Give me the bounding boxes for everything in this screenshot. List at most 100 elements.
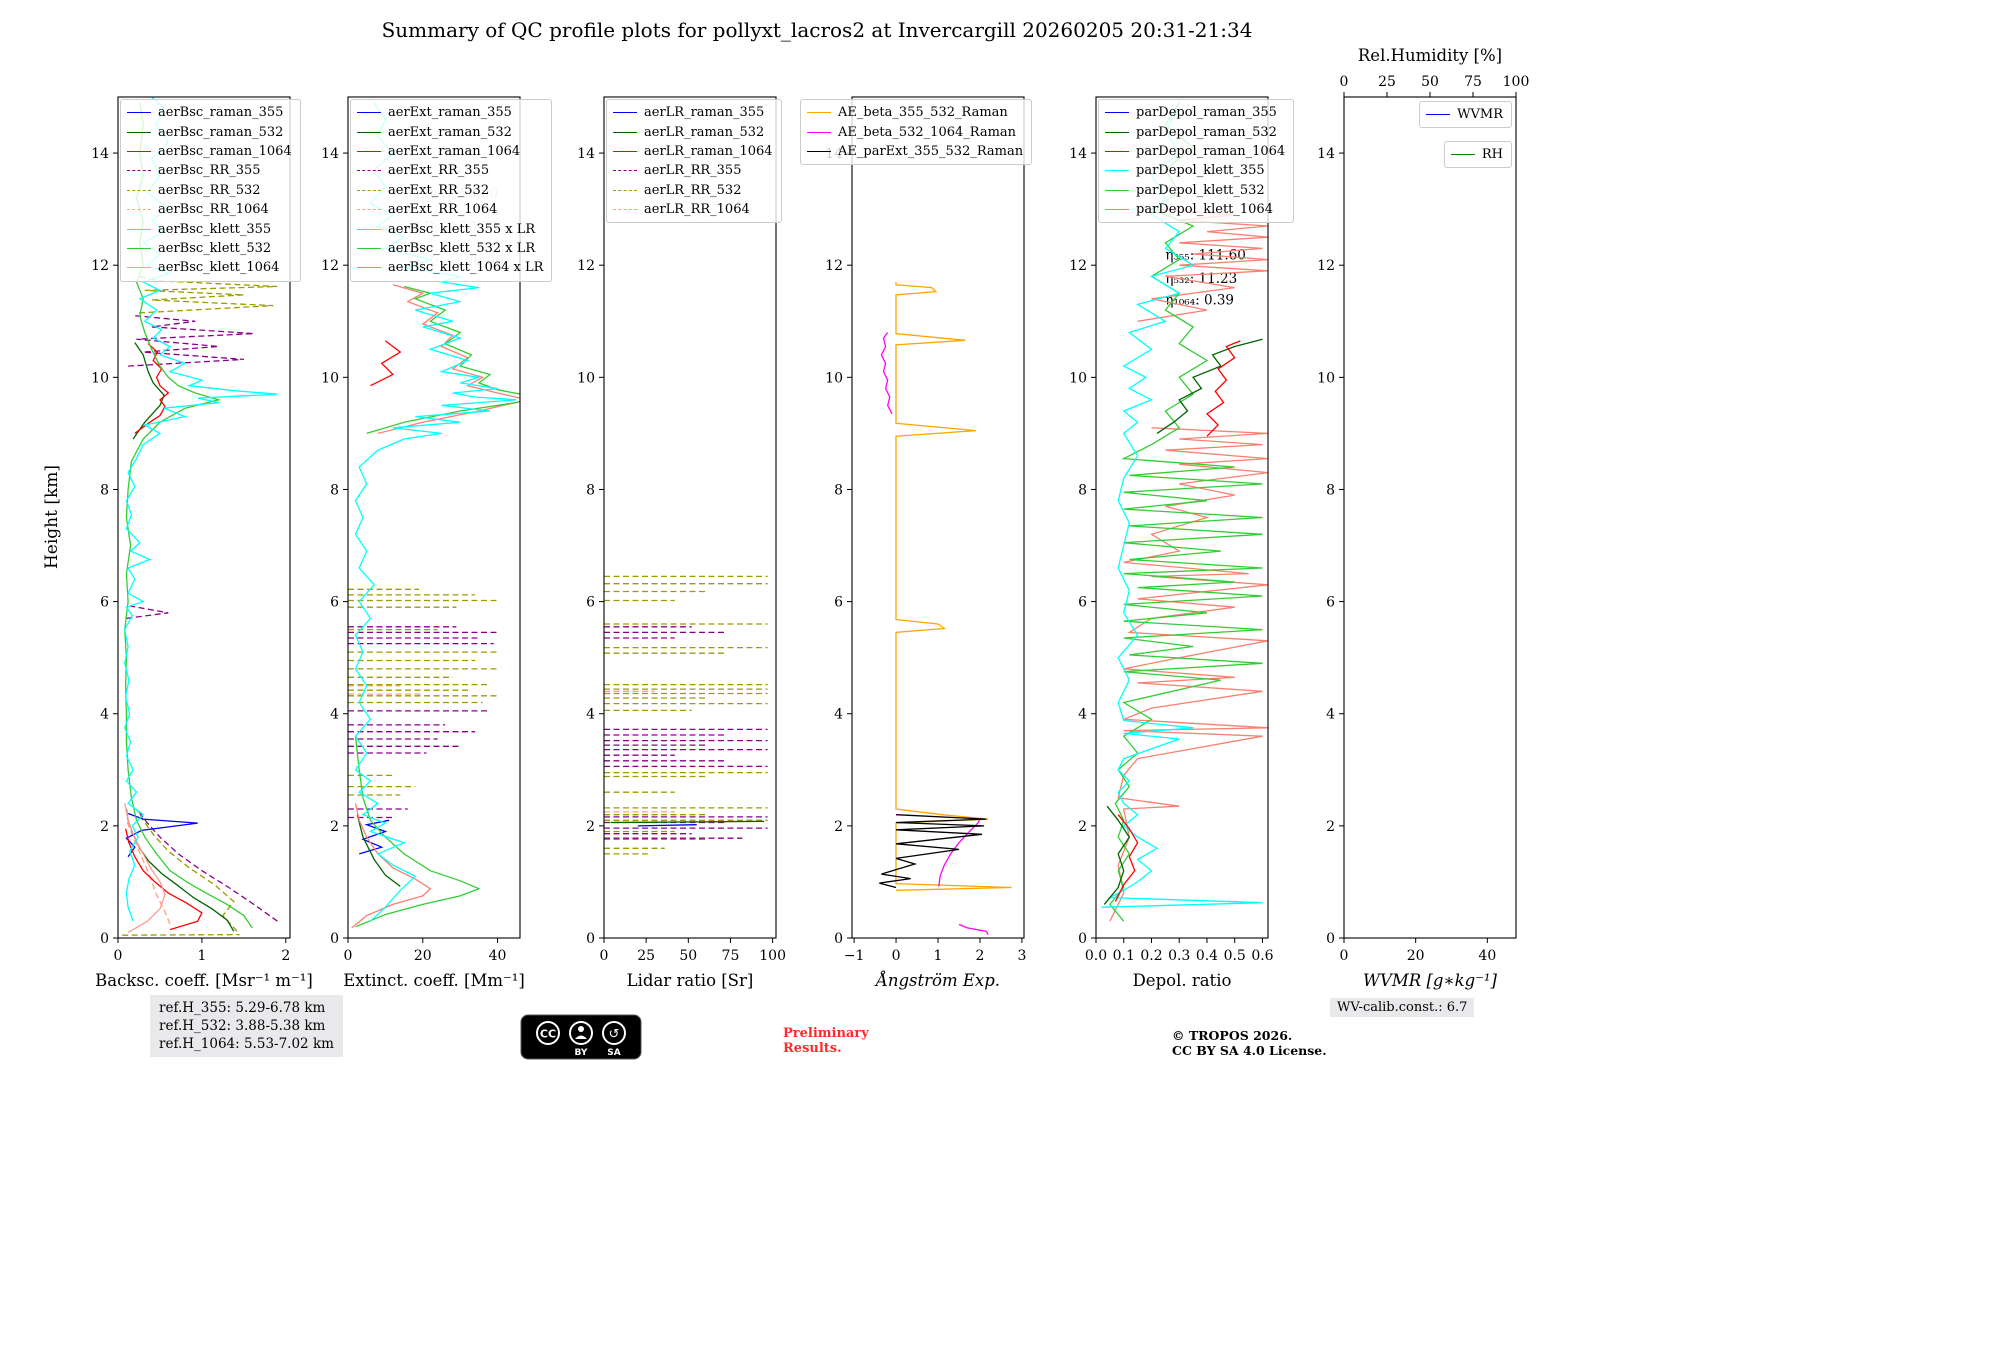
x-axis-label-lidar-ratio: Lidar ratio [Sr] [627,971,754,990]
x-tick-label: 100 [759,948,786,964]
series-aerBsc_RR_355 [126,605,169,620]
legend-item: aerLR_RR_532 [613,181,773,200]
y-tick-label: 8 [330,482,339,498]
y-tick-label: 0 [586,931,595,947]
copyright-note: © TROPOS 2026. CC BY SA 4.0 License. [1172,1028,1327,1058]
x-tick-label: 0 [114,948,123,964]
legend-label: aerBsc_raman_532 [158,124,284,140]
y-tick-label: 14 [91,146,109,162]
axes-frame-lidar-ratio [603,96,777,939]
top-tick-label: 75 [1464,74,1482,90]
preliminary-note: Preliminary Results. [783,1026,869,1056]
legend-item: aerExt_RR_532 [357,181,543,200]
x-tick-label: 1 [197,948,206,964]
legend-item: aerBsc_RR_532 [127,181,292,200]
x-axis-label-extinction: Extinct. coeff. [Mm⁻¹] [343,971,525,990]
legend-line-sample [1105,112,1129,114]
legend-label: aerExt_raman_355 [388,105,512,121]
legend-label: AE_parExt_355_532_Raman [838,143,1024,159]
legend-line-sample [613,189,637,191]
y-tick-label: 4 [330,707,339,723]
legend-item: aerExt_raman_532 [357,122,543,141]
legend-line-sample [127,247,151,249]
legend-item: aerBsc_klett_532 x LR [357,239,543,258]
legend-label: aerLR_RR_1064 [644,202,750,218]
x-tick-label: 20 [414,948,432,964]
legend-label: aerExt_RR_355 [388,163,490,179]
legend-label: aerBsc_RR_532 [158,182,261,198]
legend-line-sample [127,131,151,133]
y-tick-label: 12 [577,258,595,274]
y-tick-label: 4 [100,707,109,723]
ref-h-355: ref.H_355: 5.29-6.78 km [159,1000,326,1016]
series-aerExt_raman_1064 [370,340,402,387]
y-tick-label: 12 [321,258,339,274]
legend-label: aerLR_RR_355 [644,163,742,179]
x-tick-label: 0 [892,948,901,964]
series-AE_beta_532_1064_Raman [938,818,981,887]
copyright-line-1: © TROPOS 2026. [1172,1028,1293,1043]
legend-item: aerLR_raman_1064 [613,142,773,161]
x-tick-label: 0.4 [1196,948,1218,964]
y-tick-label: 2 [834,819,843,835]
legend-line-sample [613,112,637,114]
series-AE_beta_532_1064_Raman [880,332,893,415]
legend-item: aerLR_RR_355 [613,161,773,180]
top-tick-label: 25 [1378,74,1396,90]
x-axis-label-depol: Depol. ratio [1133,971,1232,990]
legend-item: aerExt_RR_355 [357,161,543,180]
cc-license-badge: CC ↺ BY SA [520,1014,642,1064]
legend-item: aerLR_raman_355 [613,103,773,122]
axes-frame-extinction [347,96,521,939]
axes-frame-wvmr [1343,96,1517,939]
legend-label: aerLR_raman_1064 [644,143,773,159]
preliminary-line-1: Preliminary [783,1026,869,1041]
series-aerBsc_RR_532 [135,808,238,932]
y-tick-label: 12 [825,258,843,274]
legend-line-sample [357,131,381,133]
legend-item: aerLR_raman_532 [613,122,773,141]
legend-label: parDepol_klett_1064 [1136,202,1273,218]
legend-wvmr: RH [1443,141,1512,169]
series-aerBsc_klett_532_x_LR [366,285,520,435]
legend-item: aerBsc_raman_355 [127,103,292,122]
series-AE_beta_532_1064_Raman [958,923,989,935]
x-axis-label-angstrom: Ångström Exp. [874,970,1000,990]
axes-frame-depol [1095,96,1269,939]
y-tick-label: 2 [330,819,339,835]
legend-line-sample [357,112,381,114]
series-group-depol [1101,102,1268,922]
y-tick-label: 14 [321,146,339,162]
legend-line-sample [1426,114,1451,116]
legend-label: parDepol_klett_532 [1136,182,1265,198]
y-tick-label: 0 [834,931,843,947]
y-tick-label: 14 [577,146,595,162]
top-axis-label: Rel.Humidity [%] [1358,46,1502,65]
series-aerBsc_raman_1064 [134,343,170,434]
top-tick-label: 50 [1421,74,1439,90]
y-tick-label: 6 [330,595,339,611]
legend-extinction: aerExt_raman_355 aerExt_raman_532 aerExt_r… [350,99,553,282]
legend-label: aerLR_raman_355 [644,105,765,121]
legend-line-sample [357,189,381,191]
legend-line-sample [127,170,151,172]
series-AE_parExt_355_532_Raman [879,814,987,889]
y-tick-label: 12 [1069,258,1087,274]
wv-calib-note: WV-calib.const.: 6.7 [1330,998,1475,1017]
figure-title: Summary of QC profile plots for pollyxt_… [381,18,1253,42]
y-tick-label: 10 [825,370,843,386]
legend-line-sample [613,209,637,211]
legend-line-sample [357,247,381,249]
legend-item: aerExt_RR_1064 [357,200,543,219]
x-tick-label: 2 [281,948,290,964]
legend-label: AE_beta_355_532_Raman [838,105,1008,121]
legend-label: aerLR_RR_532 [644,182,742,198]
series-parDepol_klett_355 [1101,107,1263,908]
x-tick-label: 25 [637,948,655,964]
series-group-angstrom [879,282,1012,935]
reference-height-box: ref.H_355: 5.29-6.78 km ref.H_532: 3.88-… [150,995,343,1057]
legend-label: RH [1481,147,1503,163]
series-parDepol_klett_1064 [1137,208,1268,322]
series-aerBsc_raman_532 [132,342,165,440]
x-tick-label: 50 [679,948,697,964]
